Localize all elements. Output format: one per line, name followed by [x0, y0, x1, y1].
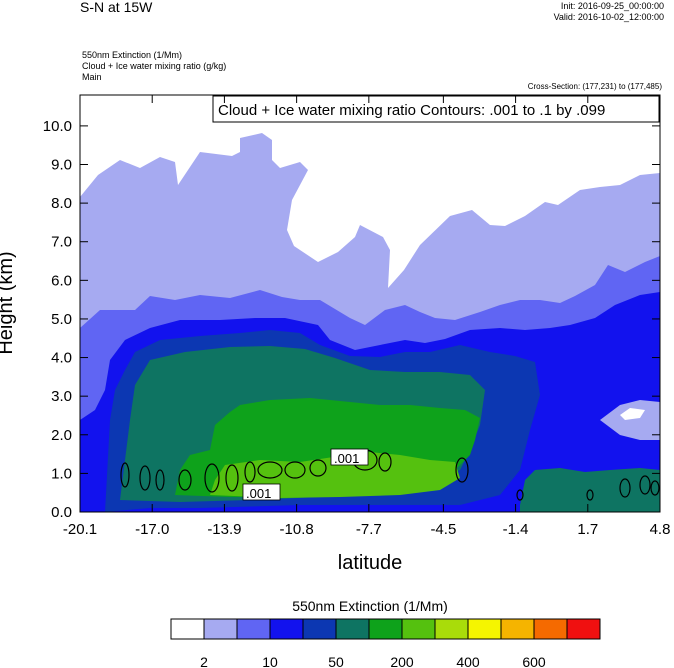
x-tick-label: -7.7: [356, 521, 382, 538]
x-tick-label: -4.5: [430, 521, 456, 538]
mixing-ratio-contours: [120, 449, 660, 501]
contour-ellipse: [378, 452, 392, 472]
colorbar-swatch: [269, 618, 304, 640]
y-tick-label: 0.0: [51, 504, 72, 521]
x-tick-label: -20.1: [63, 521, 97, 538]
cross-section-label: Cross-Section: (177,231) to (177,485): [527, 82, 662, 91]
contour-ellipse: [178, 469, 192, 491]
y-axis: 0.0 1.0 2.0 3.0 4.0 5.0 6.0 7.0 8.0 9.0 10.0: [43, 118, 660, 521]
contour-ellipse: [244, 461, 256, 483]
x-axis: -20.1 -17.0 -13.9 -10.8 -7.7 -4.5 -1.4 1.7 4.8: [63, 95, 671, 538]
init-time: Init: 2016-09-25_00:00:00: [560, 1, 664, 11]
valid-time: Valid: 2016-10-02_12:00:00: [553, 12, 664, 22]
colorbar-swatch: [533, 618, 568, 640]
colorbar-tick-label: 400: [456, 654, 480, 668]
contour-ellipse: [120, 462, 130, 488]
x-tick-label: 4.8: [650, 521, 671, 538]
y-tick-label: 9.0: [51, 157, 72, 174]
colorbar-swatch: [335, 618, 370, 640]
x-tick-label: -10.8: [280, 521, 314, 538]
contour-legend: Cloud + Ice water mixing ratio Contours:…: [212, 95, 660, 123]
colorbar-swatch: [500, 618, 535, 640]
colorbar-swatch: [467, 618, 502, 640]
contour-label-group: .001 .001: [242, 448, 369, 501]
contour-ellipse: [516, 489, 524, 501]
chart-title: S-N at 15W: [80, 0, 153, 15]
colorbar-tick-label: 10: [262, 654, 278, 668]
y-tick-label: 10.0: [43, 118, 72, 135]
contour-legend-text: Cloud + Ice water mixing ratio Contours:…: [218, 102, 605, 119]
y-tick-label: 2.0: [51, 427, 72, 444]
y-axis-label: Height (km): [0, 251, 17, 354]
contour-ellipse: [225, 464, 239, 492]
x-tick-label: 1.7: [577, 521, 598, 538]
colorbar-swatch: [302, 618, 337, 640]
y-tick-label: 3.0: [51, 388, 72, 405]
colorbar-tick-label: 2: [200, 654, 208, 668]
colorbar-title: 550nm Extinction (1/Mm): [292, 598, 448, 614]
contour-ellipse: [257, 461, 283, 479]
y-tick-label: 5.0: [51, 311, 72, 328]
y-tick-label: 7.0: [51, 234, 72, 251]
y-tick-label: 4.0: [51, 350, 72, 367]
y-tick-label: 1.0: [51, 465, 72, 482]
contour-label-box: [242, 483, 281, 501]
contour-ellipse: [619, 478, 631, 498]
heatmap-area: .001 .001: [80, 95, 660, 512]
x-tick-label: -17.0: [135, 521, 169, 538]
colorbar-swatch: [203, 618, 238, 640]
colorbar-swatch: [236, 618, 271, 640]
band-right-clear: [620, 408, 645, 420]
x-tick-label: -1.4: [503, 521, 529, 538]
contour-ellipse: [139, 465, 151, 491]
colorbar-swatch: [434, 618, 469, 640]
contour-ellipse: [586, 489, 594, 501]
field-label-domain: Main: [82, 72, 102, 82]
contour-ellipse: [455, 457, 469, 483]
field-label-extinction: 550nm Extinction (1/Mm): [82, 50, 183, 60]
colorbar-tick-label: 600: [522, 654, 546, 668]
contour-ellipse: [155, 469, 165, 491]
x-axis-label: latitude: [338, 552, 403, 574]
y-tick-label: 6.0: [51, 272, 72, 289]
colorbar-tick-label: 200: [390, 654, 414, 668]
colorbar-swatch: [566, 618, 601, 640]
contour-ellipse: [639, 475, 651, 495]
colorbar-tick-label: 50: [328, 654, 344, 668]
contour-line-label: .001: [246, 486, 271, 501]
contour-line-label: .001: [334, 451, 359, 466]
colorbar-swatch: [368, 618, 403, 640]
colorbar-swatch: [401, 618, 436, 640]
colorbar-swatch: [170, 618, 205, 640]
plot-frame: [79, 94, 661, 513]
x-tick-label: -13.9: [207, 521, 241, 538]
contour-ellipse: [309, 459, 327, 477]
field-label-mixing-ratio: Cloud + Ice water mixing ratio (g/kg): [82, 61, 227, 71]
contour-ellipse: [650, 480, 660, 496]
colorbar: 2 10 50 200 400 600: [170, 618, 601, 668]
contour-ellipse: [284, 461, 306, 479]
contour-ellipse: [204, 463, 220, 493]
contour-label-box: [330, 448, 369, 466]
contour-legend-box: [212, 95, 660, 123]
y-tick-label: 8.0: [51, 195, 72, 212]
